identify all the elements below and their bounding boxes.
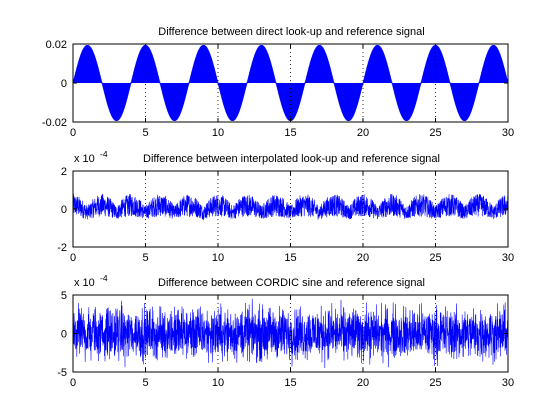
x-tick-label: 20 [357, 252, 369, 264]
y-tick-label: 2 [61, 166, 67, 178]
y-tick-label: 0 [61, 204, 67, 216]
y-tick-label: 0 [61, 329, 67, 341]
x-tick-label: 0 [70, 377, 76, 389]
series-line [72, 44, 509, 122]
y-exponent-label: x 10 [74, 153, 95, 165]
x-tick-label: 20 [357, 377, 369, 389]
y-exponent-power: -4 [100, 149, 108, 159]
x-tick-label: 5 [142, 127, 148, 139]
y-exponent-label: x 10 [74, 277, 95, 289]
x-tick-label: 15 [284, 377, 296, 389]
y-tick-label: -0.02 [42, 117, 67, 129]
x-tick-label: 20 [357, 127, 369, 139]
series-line [72, 193, 509, 221]
y-tick-label: -2 [57, 242, 67, 254]
x-tick-label: 0 [70, 252, 76, 264]
x-tick-label: 10 [212, 377, 224, 389]
x-tick-label: 30 [502, 127, 514, 139]
x-tick-label: 25 [429, 252, 441, 264]
x-tick-label: 15 [284, 127, 296, 139]
y-tick-label: 5 [61, 290, 67, 302]
x-tick-label: 25 [429, 127, 441, 139]
x-tick-label: 10 [212, 127, 224, 139]
x-tick-label: 10 [212, 252, 224, 264]
x-tick-label: 5 [142, 377, 148, 389]
y-tick-label: 0.02 [46, 39, 67, 51]
x-tick-label: 30 [502, 377, 514, 389]
x-tick-label: 25 [429, 377, 441, 389]
x-tick-label: 0 [70, 127, 76, 139]
subplot-title: Difference between interpolated look-up … [143, 153, 440, 165]
y-tick-label: -5 [57, 367, 67, 379]
y-tick-label: 0 [61, 78, 67, 90]
x-tick-label: 30 [502, 252, 514, 264]
y-exponent-power: -4 [100, 273, 108, 283]
subplot-title: Difference between CORDIC sine and refer… [158, 277, 425, 289]
x-tick-label: 15 [284, 252, 296, 264]
subplot-title: Difference between direct look-up and re… [158, 26, 424, 38]
x-tick-label: 5 [142, 252, 148, 264]
